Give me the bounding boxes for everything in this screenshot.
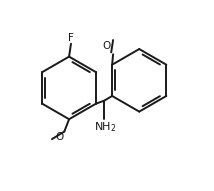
Text: F: F xyxy=(68,33,74,43)
Text: O: O xyxy=(55,133,63,142)
Text: O: O xyxy=(102,41,110,51)
Text: NH$_2$: NH$_2$ xyxy=(94,120,116,134)
